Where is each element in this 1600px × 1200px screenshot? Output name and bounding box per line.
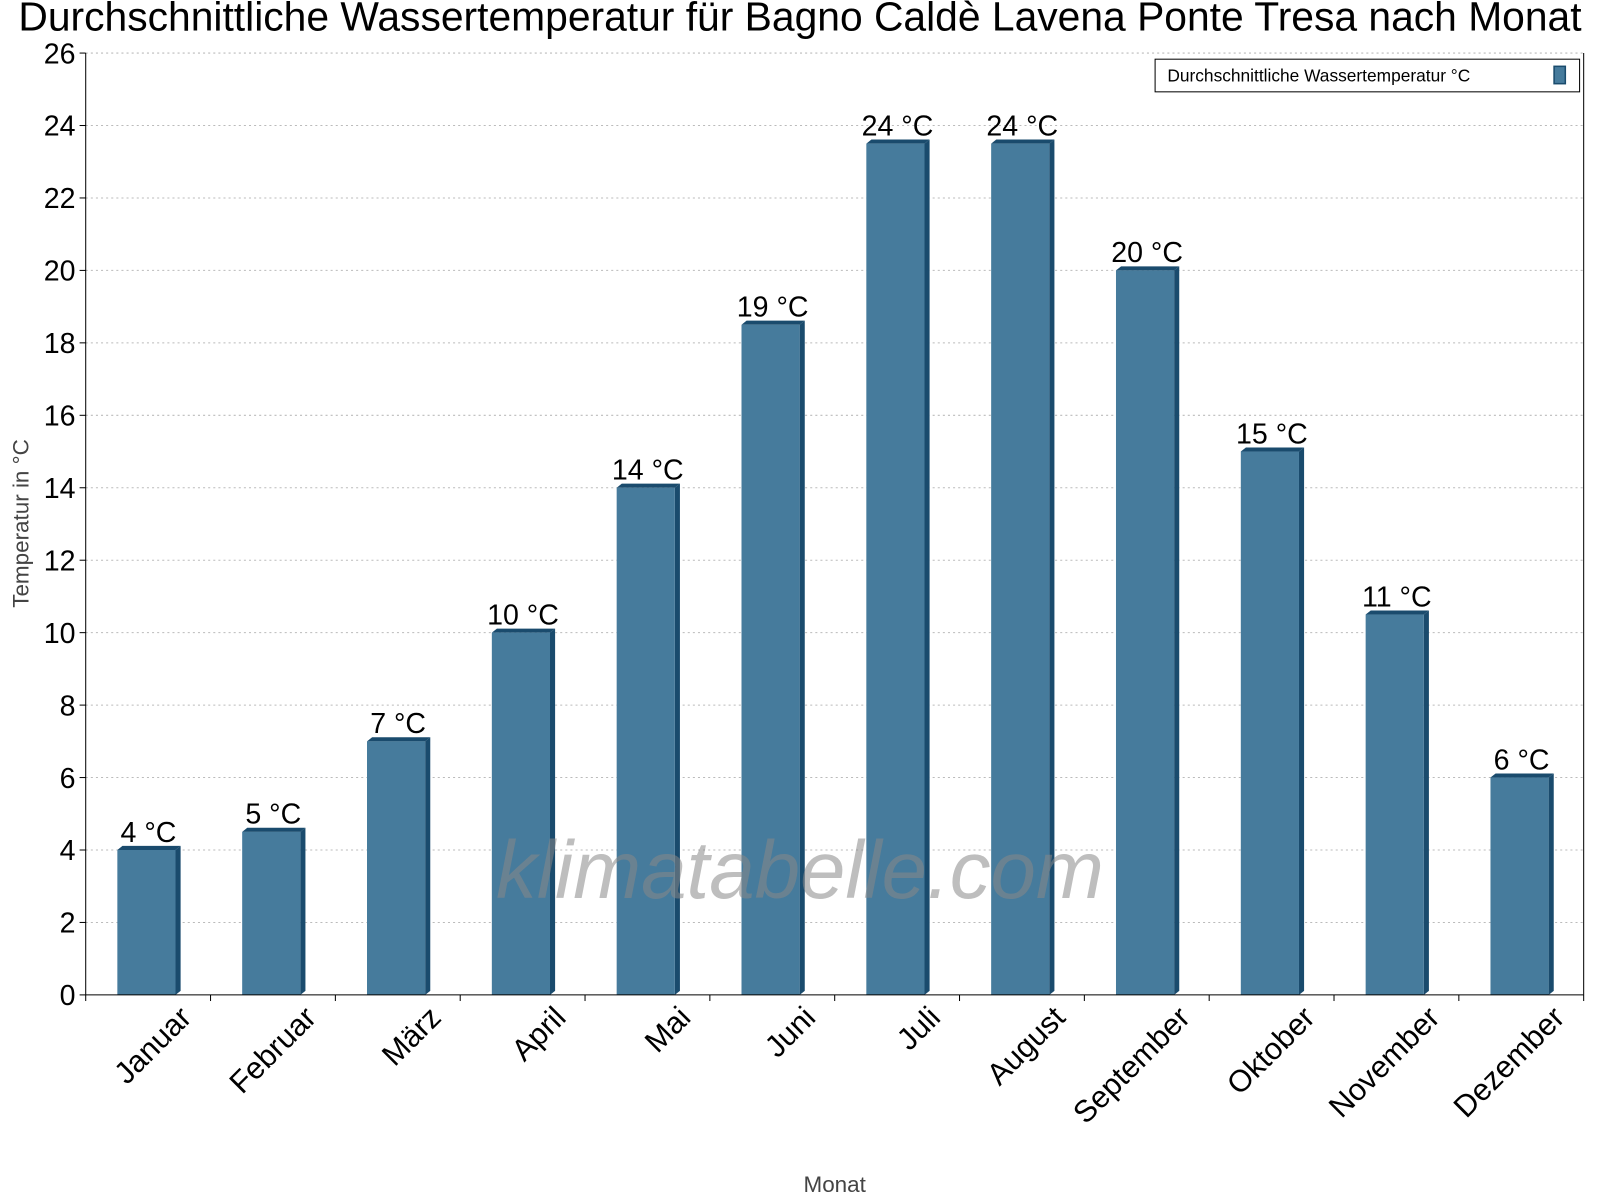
bar-top bbox=[242, 827, 306, 832]
bar-top bbox=[117, 845, 181, 850]
bar bbox=[1115, 270, 1175, 995]
x-tick-label: November bbox=[1322, 1000, 1446, 1124]
x-tick-label: Mai bbox=[638, 1000, 697, 1059]
x-tick-label: Juni bbox=[758, 1000, 822, 1064]
data-label: 7 °C bbox=[370, 708, 426, 740]
y-tick-label: 16 bbox=[44, 401, 76, 433]
bar-top bbox=[991, 139, 1055, 144]
y-tick-label: 10 bbox=[44, 618, 76, 650]
y-tick-label: 4 bbox=[60, 835, 76, 867]
data-labels: 4 °C 5 °C 7 °C 10 °C 14 °C 19 °C 24 °C 24 °C 20 … bbox=[121, 110, 1550, 848]
bar-side bbox=[300, 827, 306, 995]
bar-side bbox=[924, 139, 930, 995]
data-label: 14 °C bbox=[612, 455, 684, 487]
legend: Durchschnittliche Wassertemperatur °C bbox=[1154, 58, 1581, 93]
y-tick-label: 0 bbox=[60, 980, 76, 1012]
y-tick-label: 18 bbox=[44, 328, 76, 360]
bar-side bbox=[674, 483, 680, 995]
grid-lines bbox=[85, 52, 1584, 923]
bar-side bbox=[799, 320, 805, 995]
bar bbox=[242, 831, 301, 995]
data-label: 6 °C bbox=[1494, 744, 1550, 776]
x-axis-label: Monat bbox=[804, 1172, 867, 1197]
y-tick-label: 20 bbox=[44, 256, 76, 288]
data-label: 24 °C bbox=[862, 110, 934, 142]
bar-side bbox=[1298, 447, 1305, 995]
bar-side bbox=[1049, 139, 1055, 995]
x-tick-label: Februar bbox=[223, 1000, 323, 1100]
x-tick-label: August bbox=[980, 1000, 1072, 1092]
bar-top bbox=[1240, 447, 1305, 452]
bar-side bbox=[550, 628, 556, 995]
bar bbox=[367, 741, 426, 995]
data-label: 5 °C bbox=[245, 799, 301, 831]
x-tick-label: April bbox=[505, 1000, 572, 1067]
y-tick-label: 22 bbox=[44, 183, 76, 215]
x-tick-label: Juli bbox=[890, 1000, 947, 1057]
data-label: 11 °C bbox=[1362, 581, 1432, 613]
bar-top bbox=[866, 139, 930, 144]
y-tick-label: 8 bbox=[60, 690, 76, 722]
data-label: 19 °C bbox=[737, 292, 809, 324]
bar bbox=[1365, 614, 1424, 995]
y-axis-label: Temperatur in °C bbox=[9, 439, 34, 608]
bar-top bbox=[1490, 773, 1554, 778]
bar bbox=[117, 850, 176, 995]
x-tick-label: September bbox=[1067, 1000, 1197, 1130]
bar-top bbox=[1365, 610, 1429, 615]
watermark: klimatabelle.com bbox=[496, 825, 1104, 916]
y-tick-label: 26 bbox=[44, 38, 76, 70]
bar-top bbox=[741, 320, 805, 325]
x-tick-label: Januar bbox=[108, 1000, 198, 1090]
bar-side bbox=[1423, 610, 1429, 995]
data-label: 15 °C bbox=[1236, 418, 1308, 450]
bar bbox=[741, 324, 800, 995]
bar bbox=[1240, 451, 1299, 995]
bar-top bbox=[616, 483, 680, 488]
y-tick-label: 6 bbox=[60, 763, 76, 795]
data-label: 20 °C bbox=[1111, 237, 1183, 269]
bar-top bbox=[367, 737, 431, 742]
bar-top bbox=[491, 628, 556, 633]
bar bbox=[616, 487, 675, 995]
bar-side bbox=[175, 845, 181, 995]
bar-side bbox=[1174, 266, 1180, 995]
data-label: 10 °C bbox=[487, 599, 559, 631]
y-tick-label: 12 bbox=[44, 545, 76, 577]
legend-box bbox=[1154, 58, 1581, 93]
chart-title: Durchschnittliche Wassertemperatur für B… bbox=[18, 0, 1582, 40]
data-label: 24 °C bbox=[986, 110, 1058, 142]
bar-top bbox=[1115, 266, 1180, 271]
legend-label: Durchschnittliche Wassertemperatur °C bbox=[1167, 66, 1470, 86]
bar-side bbox=[425, 737, 431, 995]
y-tick-label: 2 bbox=[60, 908, 76, 940]
bar bbox=[491, 632, 550, 995]
data-label: 4 °C bbox=[121, 817, 177, 849]
y-tick-label: 24 bbox=[44, 111, 76, 143]
bars bbox=[117, 139, 1554, 995]
bar-side bbox=[1548, 773, 1554, 995]
legend-swatch bbox=[1553, 65, 1567, 85]
x-tick-label: März bbox=[375, 1000, 447, 1072]
bar bbox=[991, 143, 1050, 995]
bar bbox=[1490, 777, 1549, 995]
bar bbox=[866, 143, 925, 995]
x-tick-label: Oktober bbox=[1220, 1000, 1321, 1101]
x-tick-label: Dezember bbox=[1447, 1000, 1571, 1124]
y-tick-label: 14 bbox=[44, 473, 76, 505]
